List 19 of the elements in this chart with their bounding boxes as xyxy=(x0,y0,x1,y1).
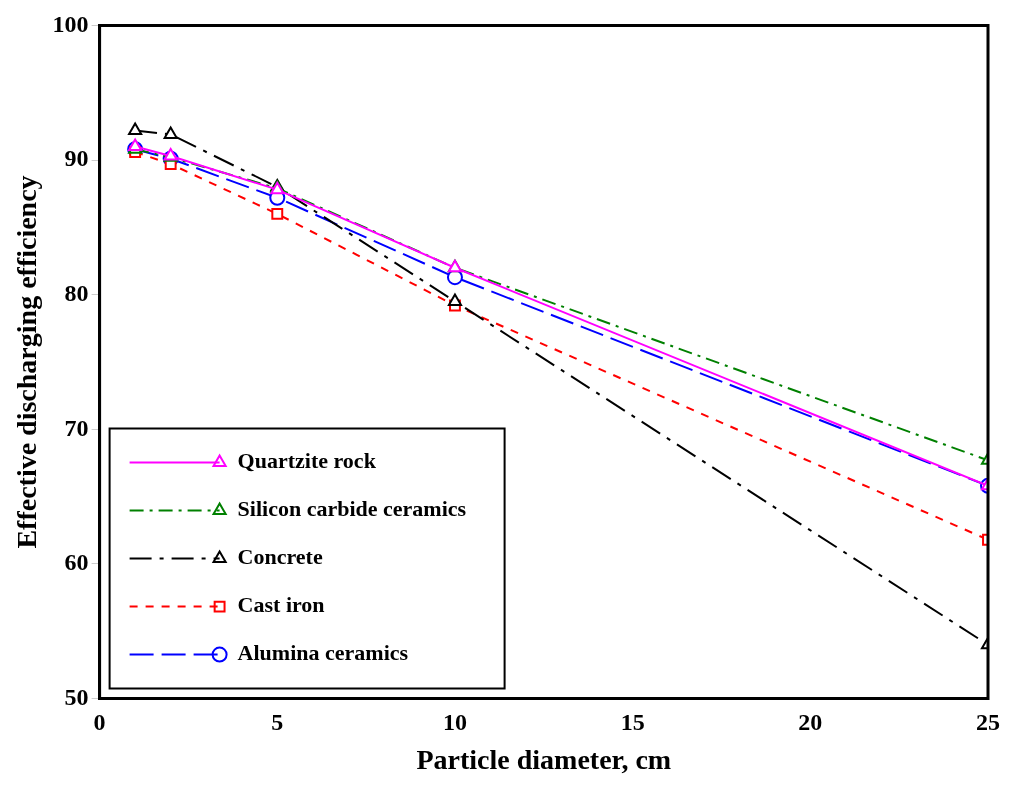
y-axis-title: Effective discharging efficiency xyxy=(11,175,43,549)
legend-label: Quartzite rock xyxy=(237,448,377,474)
legend-label: Cast iron xyxy=(237,592,325,618)
y-tick-label: 100 xyxy=(52,10,89,37)
x-axis-title: Particle diameter, cm xyxy=(416,744,672,776)
legend-label: Alumina ceramics xyxy=(237,640,409,666)
x-tick-label: 15 xyxy=(620,709,645,736)
legend-label: Silicon carbide ceramics xyxy=(237,496,467,522)
y-tick-label: 90 xyxy=(64,145,89,172)
x-tick-label: 20 xyxy=(798,709,823,736)
y-tick-label: 50 xyxy=(64,683,89,710)
x-tick-label: 25 xyxy=(976,709,1000,736)
y-tick-label: 60 xyxy=(64,549,89,576)
legend-label: Concrete xyxy=(237,544,323,570)
y-tick-label: 80 xyxy=(64,279,89,306)
x-tick-label: 10 xyxy=(442,709,467,736)
x-tick-label: 0 xyxy=(93,709,106,736)
x-tick-label: 5 xyxy=(271,709,284,736)
y-tick-label: 70 xyxy=(64,414,89,441)
